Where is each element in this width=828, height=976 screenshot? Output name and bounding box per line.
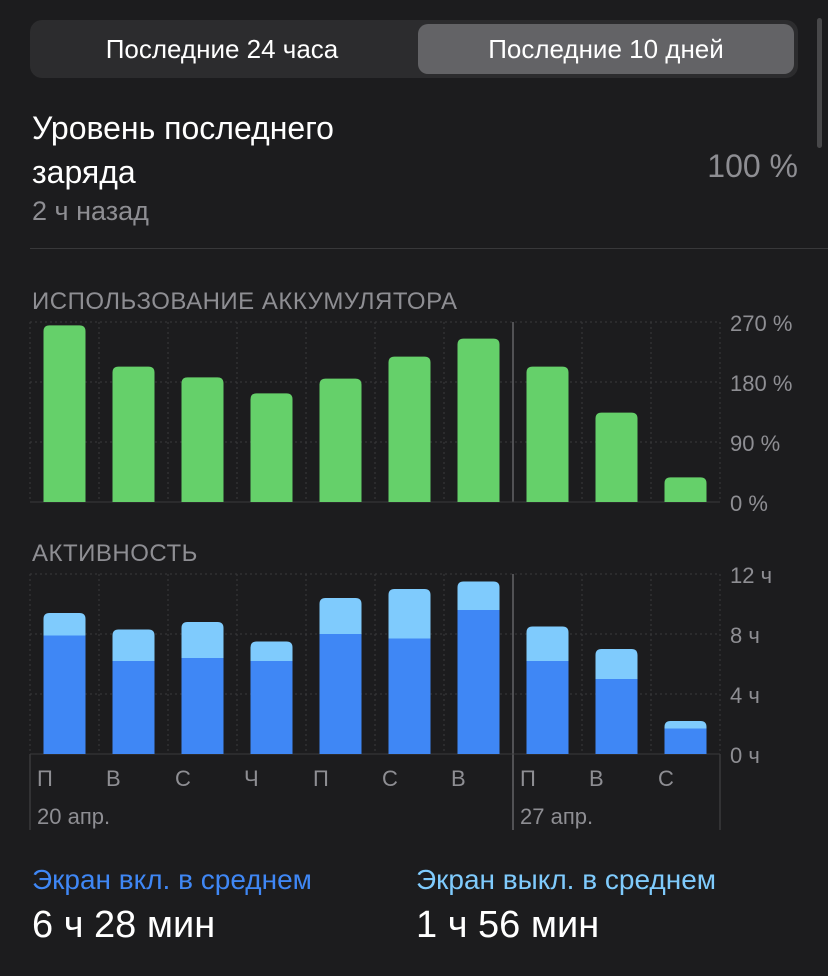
week-label: 20 апр. xyxy=(37,804,110,829)
activity-bar-screen-on xyxy=(319,634,362,754)
battery-bar xyxy=(112,366,155,502)
battery-bar xyxy=(43,325,86,502)
day-label: П xyxy=(37,766,53,791)
tab-last-24-hours[interactable]: Последние 24 часа xyxy=(105,33,339,64)
day-label: С xyxy=(175,766,191,791)
activity-ytick-label: 4 ч xyxy=(730,683,760,708)
activity-bar-screen-on xyxy=(250,661,293,754)
battery-bar xyxy=(319,378,362,502)
day-label: В xyxy=(106,766,121,791)
battery-bar xyxy=(388,356,431,502)
activity-bar-screen-on xyxy=(664,728,707,754)
screen-on-average-label: Экран вкл. в среднем xyxy=(32,864,312,895)
last-charge-time: 2 ч назад xyxy=(32,196,149,226)
last-charge-title: Уровень последнего заряда xyxy=(32,110,334,190)
battery-ytick-label: 180 % xyxy=(730,371,792,396)
activity-bar-screen-on xyxy=(112,661,155,754)
usage-charts: 0 % 90 % 180 % 270 % 0 ч 4 ч 8 ч 12 ч П В С Ч П С В П В С… xyxy=(29,311,792,830)
tab-last-10-days[interactable]: Последние 10 дней xyxy=(418,24,794,74)
battery-bar xyxy=(181,377,224,502)
battery-bar xyxy=(595,412,638,502)
week-label: 27 апр. xyxy=(520,804,593,829)
activity-bar-screen-on xyxy=(388,638,431,754)
activity-title: АКТИВНОСТЬ xyxy=(32,540,198,567)
day-label: П xyxy=(520,766,536,791)
screen-on-average-value: 6 ч 28 мин xyxy=(32,904,216,946)
battery-ytick-label: 270 % xyxy=(730,311,792,336)
day-label: С xyxy=(658,766,674,791)
activity-ytick-label: 0 ч xyxy=(730,743,760,768)
activity-bar-screen-on xyxy=(181,658,224,754)
battery-ytick-label: 0 % xyxy=(730,491,768,516)
scrollbar[interactable] xyxy=(817,18,822,148)
day-label: В xyxy=(451,766,466,791)
activity-ytick-label: 12 ч xyxy=(730,563,772,588)
battery-bar xyxy=(457,338,500,502)
day-label: Ч xyxy=(244,766,259,791)
battery-bar xyxy=(250,393,293,502)
day-label: П xyxy=(313,766,329,791)
screen-off-average-label: Экран выкл. в среднем xyxy=(416,864,717,895)
period-segmented-control: Последние 24 часа Последние 10 дней xyxy=(30,20,798,78)
battery-bar xyxy=(664,477,707,502)
activity-ytick-label: 8 ч xyxy=(730,623,760,648)
divider xyxy=(30,248,828,249)
battery-bar xyxy=(526,366,569,502)
day-label: С xyxy=(382,766,398,791)
battery-usage-title: ИСПОЛЬЗОВАНИЕ АККУМУЛЯТОРА xyxy=(32,288,458,315)
screen-off-average-value: 1 ч 56 мин xyxy=(416,904,600,946)
activity-bar-screen-on xyxy=(457,610,500,754)
last-charge-value: 100 % xyxy=(707,148,798,184)
activity-bar-screen-on xyxy=(43,635,86,754)
day-label: В xyxy=(589,766,604,791)
activity-bar-screen-on xyxy=(526,661,569,754)
battery-ytick-label: 90 % xyxy=(730,431,780,456)
activity-bar-screen-on xyxy=(595,679,638,754)
